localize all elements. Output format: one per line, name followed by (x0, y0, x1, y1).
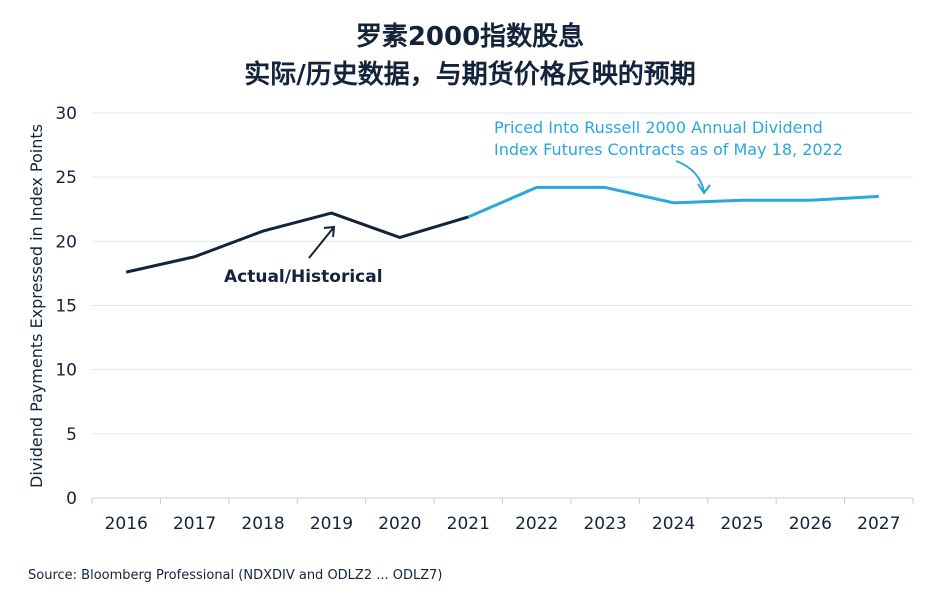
x-tick-labels: 2016 2017 2018 2019 2020 2021 2022 2023 2024 2025… (105, 514, 901, 534)
y-tick-label: 25 (55, 168, 77, 188)
historical-arrow (308, 226, 335, 259)
y-tick-labels: 0 5 10 15 20 25 30 (55, 104, 77, 509)
futures-line (467, 185, 879, 219)
series-lines (125, 185, 879, 274)
x-tick-label: 2027 (857, 514, 900, 534)
gridlines (91, 112, 914, 504)
x-tick-label: 2017 (173, 514, 216, 534)
futures-label-line2: Index Futures Contracts as of May 18, 20… (494, 140, 843, 159)
futures-label-line1: Priced Into Russell 2000 Annual Dividend (494, 118, 823, 137)
y-tick-label: 5 (66, 425, 77, 445)
y-tick-label: 10 (55, 361, 77, 381)
chart-subtitle: 实际/历史数据，与期货价格反映的预期 (244, 60, 696, 90)
x-tick-label: 2021 (447, 514, 490, 534)
historical-arrow-head (323, 225, 336, 238)
y-tick-label: 0 (66, 489, 77, 509)
x-tick-label: 2019 (310, 514, 353, 534)
source-note: Source: Bloomberg Professional (NDXDIV a… (28, 568, 443, 583)
annotations: Actual/Historical Priced Into Russell 200… (224, 118, 843, 287)
y-tick-label: 15 (55, 297, 77, 317)
futures-arrow-head (697, 183, 711, 195)
x-tick-label: 2023 (583, 514, 626, 534)
futures-arrow (675, 160, 705, 193)
y-tick-label: 30 (55, 104, 77, 124)
x-tick-label: 2020 (378, 514, 421, 534)
x-tick-label: 2016 (105, 514, 148, 534)
y-tick-label: 20 (55, 232, 77, 252)
historical-label: Actual/Historical (224, 267, 383, 287)
x-tick-label: 2025 (720, 514, 763, 534)
x-tick-label: 2018 (241, 514, 284, 534)
chart-title: 罗素2000指数股息 (355, 22, 585, 52)
x-tick-label: 2022 (515, 514, 558, 534)
y-axis-label: Dividend Payments Expressed in Index Poi… (27, 124, 46, 488)
x-tick-label: 2024 (652, 514, 695, 534)
historical-line (125, 211, 469, 274)
x-tick-label: 2026 (789, 514, 832, 534)
